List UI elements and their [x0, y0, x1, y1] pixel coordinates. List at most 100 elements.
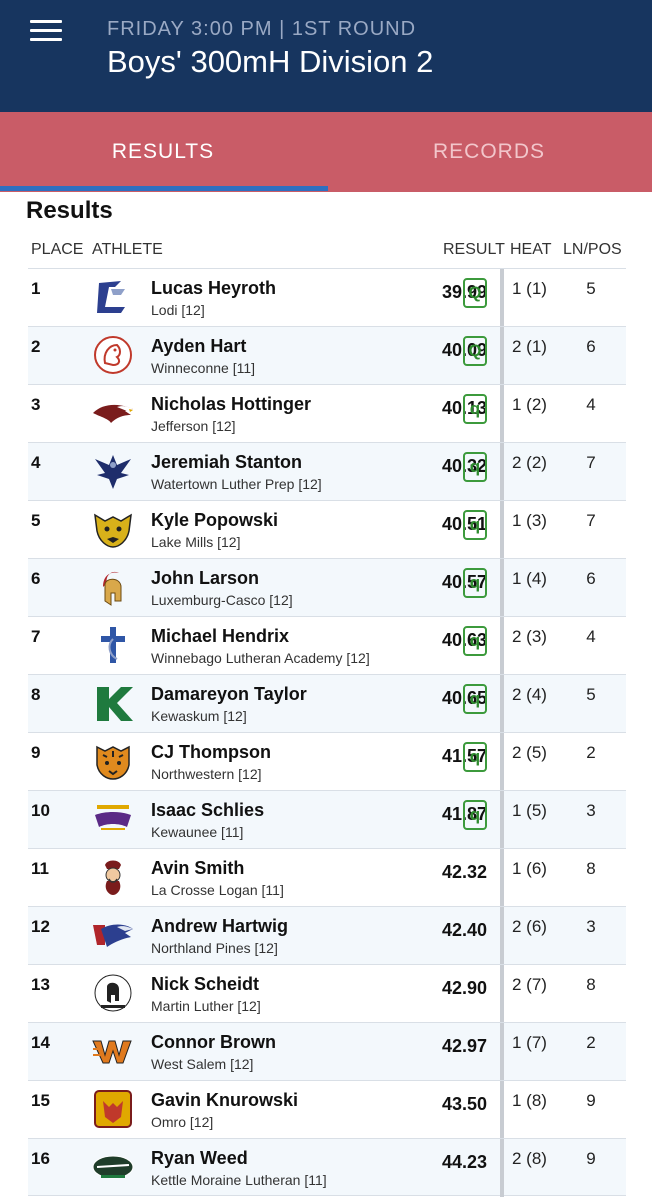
event-subtitle: FRIDAY 3:00 PM | 1ST ROUND: [107, 18, 417, 40]
table-row[interactable]: 4 Jeremiah Stanton Watertown Luther Prep […: [28, 442, 626, 501]
tiger-logo-icon: [91, 741, 135, 781]
place-value: 16: [31, 1149, 50, 1168]
column-divider: [500, 1023, 504, 1081]
column-divider: [500, 327, 504, 385]
heat-value: 2 (6): [512, 917, 547, 936]
column-divider: [500, 1139, 504, 1197]
event-title: Boys' 300mH Division 2: [107, 44, 434, 79]
table-row[interactable]: 14 Connor Brown West Salem [12] 42.97 1 (7) 2: [28, 1022, 626, 1081]
place-value: 1: [31, 279, 41, 298]
heat-value: 1 (6): [512, 859, 547, 878]
athlete-name[interactable]: Gavin Knurowski: [151, 1090, 299, 1110]
qualifier-badge: q: [463, 800, 487, 830]
result-time: 42.90: [441, 978, 487, 998]
menu-icon[interactable]: [30, 20, 64, 42]
qualifier-badge: Q: [463, 278, 487, 308]
qualifier-badge: Q: [463, 336, 487, 366]
cross-logo-icon: [91, 625, 135, 665]
table-row[interactable]: 3 Nicholas Hottinger Jefferson [12] 40.13 q 1…: [28, 384, 626, 443]
column-divider: [500, 791, 504, 849]
heat-value: 2 (1): [512, 337, 547, 356]
column-header-result: RESULT: [443, 241, 505, 258]
table-row[interactable]: 7 Michael Hendrix Winnebago Lutheran Acade…: [28, 616, 626, 675]
athlete-school: Kewaskum [12]: [151, 708, 247, 724]
table-row[interactable]: 9 CJ Thompson Northwestern [12] 41.57 q 2 (5)…: [28, 732, 626, 791]
table-row[interactable]: 6 John Larson Luxemburg-Casco [12] 40.57 q 1 …: [28, 558, 626, 617]
column-divider: [500, 1081, 504, 1139]
result-time: 44.23: [441, 1152, 487, 1172]
athlete-name[interactable]: Isaac Schlies: [151, 800, 265, 820]
athlete-name[interactable]: Jeremiah Stanton: [151, 452, 303, 472]
athlete-name[interactable]: Andrew Hartwig: [151, 916, 289, 936]
lane-position-value: 5: [586, 685, 596, 704]
lane-position-value: 6: [586, 569, 596, 588]
omro-foxes-logo-icon: [91, 1089, 135, 1129]
athlete-school: Northwestern [12]: [151, 766, 262, 782]
table-row[interactable]: 10 Isaac Schlies Kewaunee [11] 41.87 q 1 (5) 3: [28, 790, 626, 849]
result-time: 43.50: [441, 1094, 487, 1114]
lodi-logo-icon: [91, 277, 135, 317]
athlete-school: Jefferson [12]: [151, 418, 236, 434]
place-value: 10: [31, 801, 50, 820]
lane-position-value: 8: [586, 859, 596, 878]
heat-value: 1 (1): [512, 279, 547, 298]
lane-position-value: 5: [586, 279, 596, 298]
column-header-athlete: ATHLETE: [92, 241, 163, 258]
table-row[interactable]: 16 Ryan Weed Kettle Moraine Lutheran [11] 4…: [28, 1138, 626, 1197]
table-row[interactable]: 15 Gavin Knurowski Omro [12] 43.50 1 (8) 9: [28, 1080, 626, 1139]
table-row[interactable]: 12 Andrew Hartwig Northland Pines [12] 42.4…: [28, 906, 626, 965]
lane-position-value: 9: [586, 1149, 596, 1168]
athlete-name[interactable]: Ayden Hart: [151, 336, 247, 356]
athlete-school: Martin Luther [12]: [151, 998, 261, 1014]
column-header-place: PLACE: [31, 241, 84, 258]
active-tab-indicator: [0, 186, 328, 191]
athlete-school: Kettle Moraine Lutheran [11]: [151, 1172, 327, 1188]
heat-value: 2 (5): [512, 743, 547, 762]
column-divider: [500, 617, 504, 675]
top-app-bar: FRIDAY 3:00 PM | 1ST ROUND Boys' 300mH D…: [0, 0, 652, 112]
lane-position-value: 3: [586, 917, 596, 936]
luther-prep-phoenix-logo-icon: [91, 451, 135, 491]
table-row[interactable]: 13 Nick Scheidt Martin Luther [12] 42.90 2 (…: [28, 964, 626, 1023]
ranger-logo-icon: [91, 857, 135, 897]
column-divider: [500, 675, 504, 733]
athlete-name[interactable]: Connor Brown: [151, 1032, 276, 1052]
table-row[interactable]: 11 Avin Smith La Crosse Logan [11] 42.32 1 (…: [28, 848, 626, 907]
athlete-name[interactable]: Michael Hendrix: [151, 626, 290, 646]
heat-value: 1 (4): [512, 569, 547, 588]
column-header-heat: HEAT: [510, 241, 552, 258]
heat-value: 1 (5): [512, 801, 547, 820]
section-title: Results: [26, 197, 113, 224]
column-divider: [500, 269, 504, 327]
athlete-name[interactable]: Nicholas Hottinger: [151, 394, 312, 414]
lane-position-value: 4: [586, 395, 596, 414]
tab-bar: RESULTS RECORDS: [0, 112, 652, 192]
tab-records[interactable]: RECORDS: [432, 140, 545, 163]
lane-position-value: 7: [586, 511, 596, 530]
athlete-name[interactable]: John Larson: [151, 568, 260, 588]
athlete-name[interactable]: Lucas Heyroth: [151, 278, 277, 298]
athlete-name[interactable]: CJ Thompson: [151, 742, 271, 762]
qualifier-badge: q: [463, 394, 487, 424]
athlete-name[interactable]: Kyle Popowski: [151, 510, 279, 530]
athlete-name[interactable]: Nick Scheidt: [151, 974, 260, 994]
heat-value: 1 (2): [512, 395, 547, 414]
place-value: 15: [31, 1091, 50, 1110]
place-value: 13: [31, 975, 50, 994]
table-row[interactable]: 2 Ayden Hart Winneconne [11] 40.09 Q 2 (1) 6: [28, 326, 626, 385]
athlete-name[interactable]: Ryan Weed: [151, 1148, 248, 1168]
tab-results[interactable]: RESULTS: [111, 140, 215, 163]
place-value: 5: [31, 511, 41, 530]
table-row[interactable]: 8 Damareyon Taylor Kewaskum [12] 40.65 q 2 (4…: [28, 674, 626, 733]
athlete-school: Lodi [12]: [151, 302, 205, 318]
table-row[interactable]: 5 Kyle Popowski Lake Mills [12] 40.51 q 1 (3)…: [28, 500, 626, 559]
athlete-name[interactable]: Damareyon Taylor: [151, 684, 307, 704]
athlete-school: Winnebago Lutheran Academy [12]: [151, 650, 370, 666]
athlete-school: Lake Mills [12]: [151, 534, 241, 550]
athlete-name[interactable]: Avin Smith: [151, 858, 245, 878]
table-row[interactable]: 1 Lucas Heyroth Lodi [12] 39.99 Q 1 (1) 5: [28, 268, 626, 327]
chargers-logo-icon: [91, 1147, 135, 1187]
athlete-school: Omro [12]: [151, 1114, 214, 1130]
column-divider: [500, 733, 504, 791]
place-value: 2: [31, 337, 41, 356]
